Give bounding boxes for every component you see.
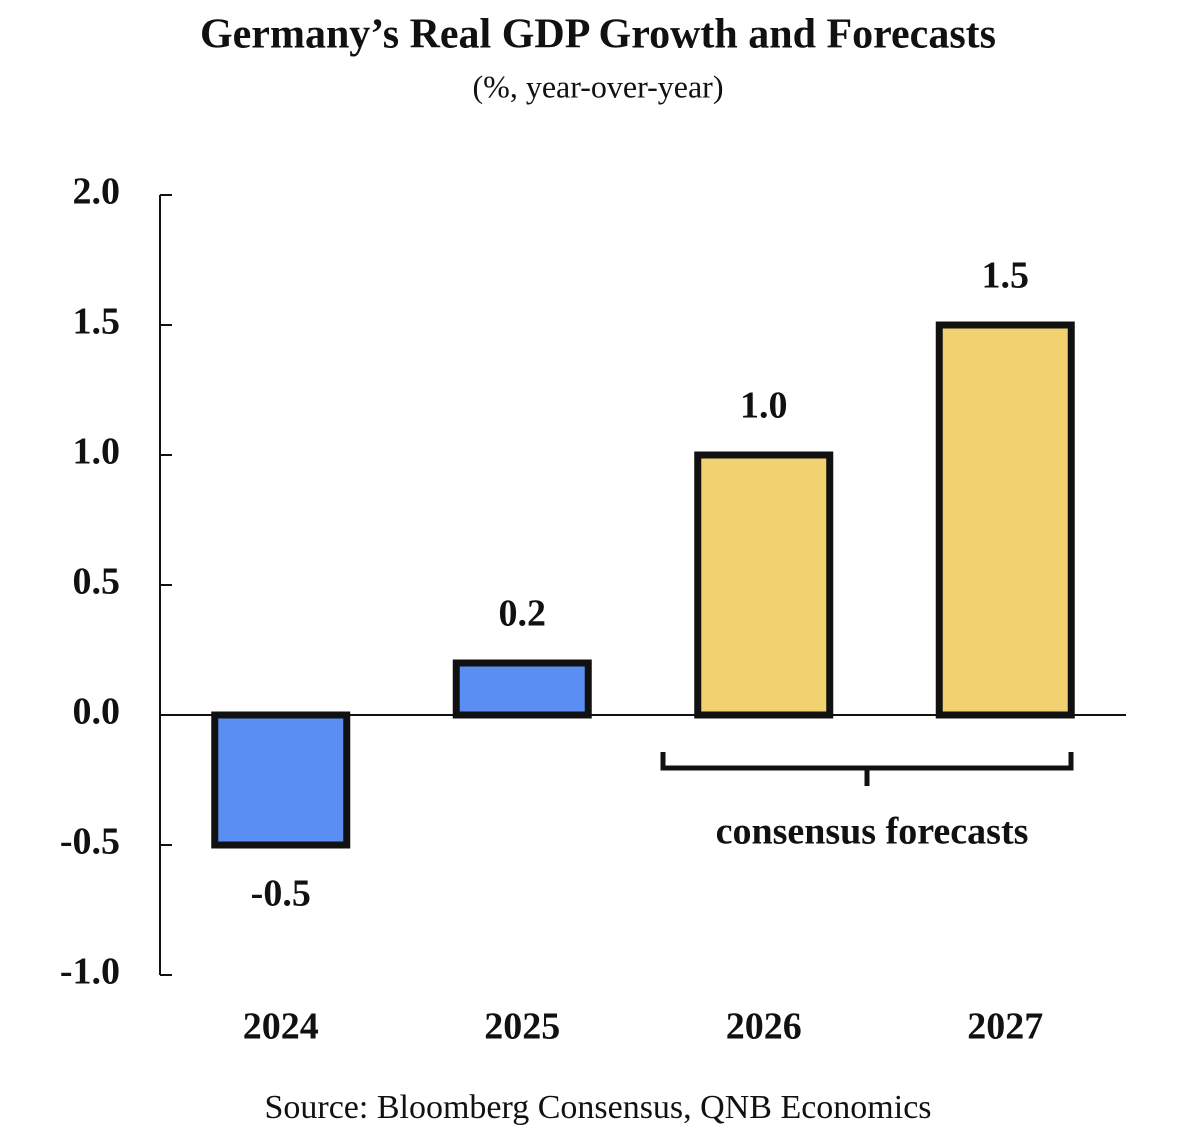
data-label: 1.0 [740, 385, 788, 427]
x-tick-label: 2024 [243, 1006, 319, 1048]
bracket [660, 752, 1074, 786]
x-tick-label: 2027 [967, 1006, 1043, 1048]
bar [211, 711, 351, 849]
x-tick-label: 2026 [726, 1006, 802, 1048]
y-tick-label: 2.0 [73, 171, 121, 213]
x-tick-label: 2025 [484, 1006, 560, 1048]
annotation: consensus forecasts [716, 811, 1029, 853]
data-label: 0.2 [499, 593, 547, 635]
bar [694, 451, 834, 719]
data-label: 1.5 [982, 255, 1030, 297]
bar [935, 321, 1075, 719]
bar [452, 659, 592, 719]
data-label: -0.5 [251, 873, 311, 915]
y-tick-label: 1.0 [73, 431, 121, 473]
y-tick-label: -1.0 [60, 951, 120, 993]
y-tick-label: -0.5 [60, 821, 120, 863]
source-note: Source: Bloomberg Consensus, QNB Economi… [264, 1089, 931, 1126]
chart-title: Germany’s Real GDP Growth and Forecasts [200, 12, 996, 58]
y-tick-label: 1.5 [73, 301, 121, 343]
y-tick-label: 0.0 [73, 691, 121, 733]
y-tick-label: 0.5 [73, 561, 121, 603]
chart-subtitle: (%, year-over-year) [473, 68, 724, 104]
